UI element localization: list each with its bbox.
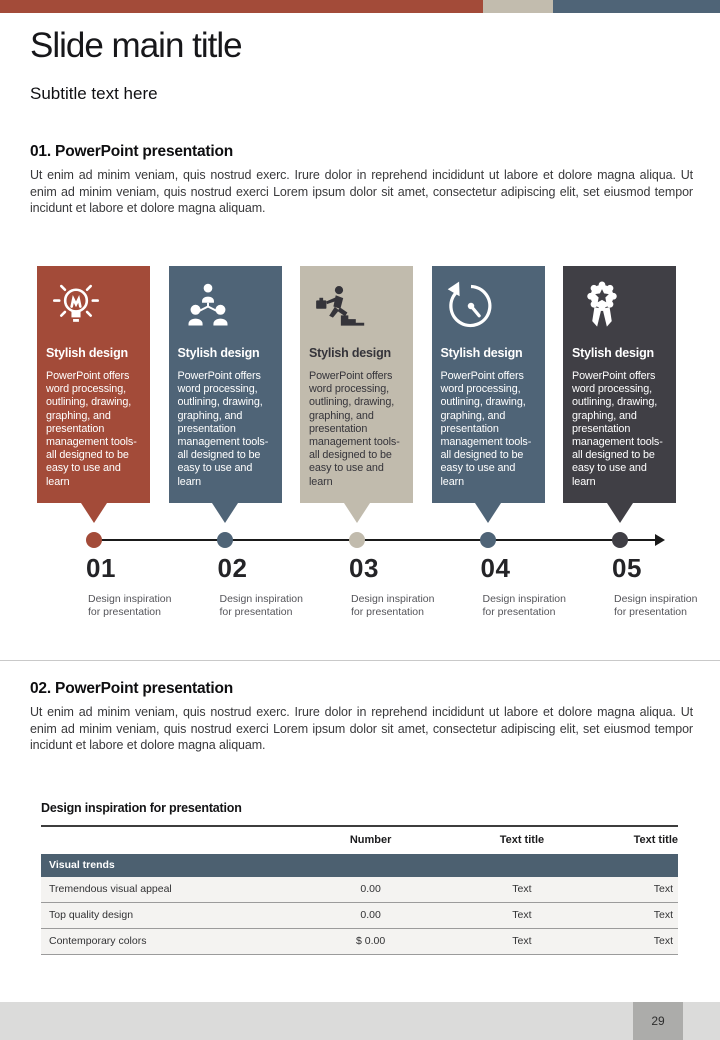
table-group-row: Visual trends [41,854,678,877]
card-title: Stylish design [440,346,523,360]
card-body: PowerPoint offers word processing, outli… [440,370,532,488]
row-text-1: Text [445,928,599,955]
column-header-number: Number [295,825,446,854]
section-divider [0,660,720,661]
feature-card-1: Stylish design PowerPoint offers word pr… [37,266,150,503]
feature-cards-row: Stylish design PowerPoint offers word pr… [37,266,676,503]
row-number: $ 0.00 [295,928,446,955]
timeline-number: 03 [349,553,379,583]
timeline-arrowhead-icon [655,534,665,546]
footer-band: 29 [0,1002,720,1040]
timeline-number: 01 [86,553,116,583]
career-stairs-icon [316,286,365,326]
column-header-text-title-1: Text title [445,825,599,854]
row-text-2: Text [598,902,678,929]
data-table-block: Design inspiration for presentation Numb… [41,801,678,955]
top-bar-segment-beige [483,0,553,13]
timeline-number: 02 [217,553,248,583]
card-title: Stylish design [572,346,654,360]
history-clock-icon [447,281,491,328]
row-label: Contemporary colors [41,928,296,955]
timeline-item-4: 04 Design inspiration for presentation [432,503,566,628]
card-pointer-triangle [475,503,501,523]
table-title: Design inspiration for presentation [41,801,242,815]
card-title: Stylish design [177,346,260,360]
timeline-caption: Design inspiration for presentation [614,593,698,618]
table-row: Tremendous visual appeal 0.00 Text Text [41,877,678,903]
table-row: Top quality design 0.00 Text Text [41,902,678,929]
feature-card-4: Stylish design PowerPoint offers word pr… [431,266,545,503]
card-body: PowerPoint offers word processing, outli… [572,370,663,488]
timeline-dot [480,532,496,548]
table-row: Contemporary colors $ 0.00 Text Text [41,928,678,955]
column-header-empty [41,825,296,854]
row-text-2: Text [598,928,678,955]
timeline-dot [217,532,233,548]
feature-card-5: Stylish design PowerPoint offers word pr… [563,266,676,503]
card-pointer-triangle [80,503,107,523]
team-icon [188,283,227,326]
card-title: Stylish design [46,346,128,360]
card-body: PowerPoint offers word processing, outli… [309,370,400,488]
timeline-dot [85,532,102,548]
award-icon [587,281,617,327]
timeline-caption: Design inspiration for presentation [482,593,566,618]
feature-card-2: Stylish design PowerPoint offers word pr… [168,266,282,503]
timeline-dot [348,532,365,548]
card-pointer-triangle [343,503,370,523]
timeline-item-1: 01 Design inspiration for presentation [37,503,171,628]
table-header-row: Number Text title Text title [41,825,678,854]
top-bar-segment-red [0,0,483,13]
timeline-item-3: 03 Design inspiration for presentation [300,503,434,628]
card-pointer-triangle [212,503,238,523]
row-text-2: Text [598,877,678,903]
row-label: Top quality design [41,902,296,929]
row-text-1: Text [445,877,599,903]
lightbulb-icon [53,284,99,322]
table-group-label: Visual trends [41,854,678,877]
column-header-text-title-2: Text title [598,825,678,854]
top-bar-segment-blue [553,0,720,13]
timeline-caption: Design inspiration for presentation [219,593,303,618]
timeline-dot [611,532,628,548]
card-body: PowerPoint offers word processing, outli… [177,370,269,488]
section-1-heading: 01. PowerPoint presentation [30,143,234,160]
section-1-body: Ut enim ad minim veniam, quis nostrud ex… [30,168,693,215]
page-subtitle: Subtitle text here [30,84,158,103]
card-body: PowerPoint offers word processing, outli… [46,370,137,488]
data-table: Number Text title Text title Visual tren… [41,825,678,955]
row-number: 0.00 [295,877,446,903]
feature-card-3: Stylish design PowerPoint offers word pr… [300,266,413,503]
page-title: Slide main title [30,26,243,65]
section-2-heading: 02. PowerPoint presentation [30,680,234,697]
top-accent-bar [0,0,720,13]
card-pointer-triangle [606,503,633,523]
timeline-item-2: 02 Design inspiration for presentation [169,503,303,628]
card-title: Stylish design [309,346,391,360]
timeline-caption: Design inspiration for presentation [351,593,435,618]
timeline-item-5: 05 Design inspiration for presentation [563,503,697,628]
row-label: Tremendous visual appeal [41,877,296,903]
timeline-number: 04 [480,553,511,583]
page-number-badge: 29 [633,1002,683,1040]
row-text-1: Text [445,902,599,929]
row-number: 0.00 [295,902,446,929]
section-2-body: Ut enim ad minim veniam, quis nostrud ex… [30,705,693,752]
timeline-axis [93,539,655,541]
timeline-caption: Design inspiration for presentation [88,593,172,618]
timeline-number: 05 [612,553,642,583]
page-number: 29 [651,1014,665,1028]
